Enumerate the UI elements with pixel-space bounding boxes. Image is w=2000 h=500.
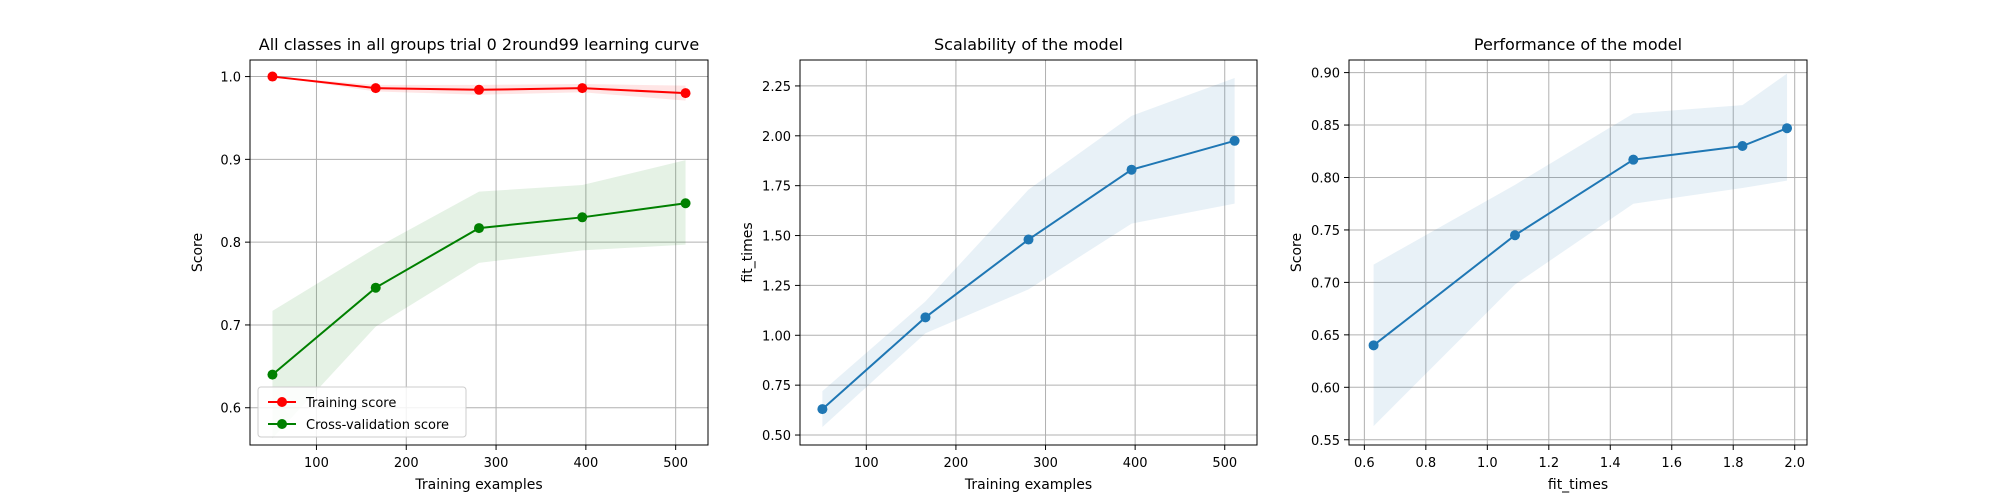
plot-area [800, 60, 1257, 445]
y-axis-label: fit_times [740, 222, 756, 282]
x-tick-label: 400 [573, 456, 598, 471]
chart-panel-3: 0.6 0.8 1.0 1.2 1.4 1.6 1.8 2.0 0.55 0.60 0.65 0.70… [1289, 35, 1808, 493]
data-point [817, 404, 828, 415]
y-tick-label: 2.25 [762, 80, 791, 95]
data-point [1023, 234, 1034, 245]
data-point [1368, 340, 1379, 351]
x-tick-label: 500 [663, 456, 688, 471]
data-point [267, 71, 278, 82]
x-tick-label: 1.2 [1538, 456, 1559, 471]
data-point [1628, 154, 1639, 165]
data-point [370, 83, 381, 94]
x-tick-label: 1.4 [1600, 456, 1621, 471]
x-tick-label: 1.6 [1661, 456, 1682, 471]
y-tick-label: 2.00 [762, 130, 791, 145]
chart-title: Performance of the model [1474, 35, 1682, 54]
x-tick-label: 200 [944, 456, 969, 471]
y-tick-label: 0.8 [220, 236, 241, 251]
y-tick-label: 0.9 [220, 153, 241, 168]
data-point [1509, 230, 1520, 241]
confidence-band [1373, 73, 1788, 427]
chart-panel-2: 100 200 300 400 500 0.50 0.75 1.00 1.25 1.50 1.75 2… [740, 35, 1258, 493]
data-point [474, 223, 484, 234]
y-tick-label: 1.75 [762, 180, 791, 195]
legend-marker [277, 419, 287, 429]
y-tick-label: 0.65 [1311, 329, 1340, 344]
axes-frame [799, 59, 1258, 446]
plot-area [250, 60, 708, 445]
y-tick-label: 1.25 [762, 279, 791, 294]
y-tick-label: 1.50 [762, 230, 791, 245]
y-tick-label: 0.7 [220, 319, 241, 334]
x-tick-label: 300 [1033, 456, 1058, 471]
x-tick-label: 500 [1212, 456, 1237, 471]
data-point [474, 84, 484, 95]
x-axis-label: Training examples [964, 477, 1092, 493]
y-tick-label: 0.60 [1311, 381, 1340, 396]
x-tick-label: 100 [304, 456, 329, 471]
data-point [1126, 164, 1137, 175]
legend-box [257, 386, 467, 438]
y-tick-label: 0.75 [1311, 224, 1340, 239]
y-tick-label: 0.90 [1311, 67, 1340, 82]
data-point [577, 83, 588, 94]
legend-marker [277, 397, 287, 407]
x-tick-label: 1.8 [1723, 456, 1744, 471]
data-point [370, 282, 381, 293]
x-tick-label: 300 [484, 456, 509, 471]
y-tick-label: 0.55 [1311, 434, 1340, 449]
data-point [1737, 141, 1748, 152]
chart-panel-1: 100 200 300 400 500 0.6 0.7 0.8 0.9 1.0 All classe… [190, 35, 709, 493]
data-point [267, 369, 278, 380]
data-point [1782, 123, 1793, 134]
plot-area [1349, 60, 1807, 445]
legend: Training score Cross-validation score [257, 386, 467, 438]
y-tick-label: 0.6 [220, 402, 241, 417]
data-point [1229, 135, 1240, 146]
x-tick-label: 0.6 [1354, 456, 1375, 471]
legend-label: Training score [305, 396, 396, 411]
legend-label: Cross-validation score [306, 418, 449, 433]
y-axis-label: Score [190, 233, 206, 272]
x-tick-label: 2.0 [1784, 456, 1805, 471]
x-tick-label: 100 [854, 456, 879, 471]
chart-title: All classes in all groups trial 0 2round… [259, 35, 699, 54]
data-point [680, 88, 691, 99]
data-point [577, 212, 588, 223]
y-tick-label: 0.85 [1311, 119, 1340, 134]
y-tick-label: 0.70 [1311, 276, 1340, 291]
chart-title: Scalability of the model [934, 35, 1123, 54]
y-tick-label: 0.80 [1311, 171, 1340, 186]
x-tick-label: 0.8 [1416, 456, 1437, 471]
x-tick-label: 1.0 [1477, 456, 1498, 471]
y-axis-label: Score [1289, 233, 1305, 272]
data-point [920, 312, 931, 323]
x-axis-label: Training examples [414, 477, 542, 493]
confidence-band [272, 160, 686, 439]
x-tick-label: 200 [394, 456, 419, 471]
y-tick-label: 0.50 [762, 429, 791, 444]
y-tick-label: 1.0 [220, 71, 241, 86]
x-axis-label: fit_times [1548, 477, 1608, 493]
x-tick-label: 400 [1123, 456, 1148, 471]
y-tick-label: 1.00 [762, 329, 791, 344]
data-point [680, 198, 691, 209]
axes-frame [249, 59, 709, 446]
y-tick-label: 0.75 [762, 379, 791, 394]
axes-frame [1348, 59, 1808, 446]
